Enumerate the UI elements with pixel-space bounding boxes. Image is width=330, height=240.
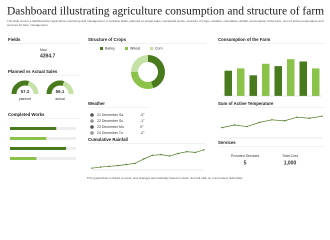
panel-title: Weather (88, 101, 105, 106)
donut-slice (148, 55, 166, 89)
point (321, 115, 323, 117)
point (194, 151, 197, 154)
point (186, 150, 188, 153)
bar (237, 68, 245, 96)
service-label: Provided Services (231, 154, 259, 158)
title: Dashboard illustrating agriculture consu… (7, 6, 324, 18)
point (271, 119, 273, 121)
panel-title: Services (218, 140, 236, 145)
point (142, 158, 145, 160)
legend-label: Wheat (130, 47, 140, 51)
donut-slice (131, 55, 148, 72)
temperature-line (221, 115, 323, 128)
weather-icon (90, 113, 94, 117)
point (168, 155, 171, 157)
bar (299, 61, 307, 96)
panel-title: Planned vs Actual Sales (8, 69, 58, 74)
service-value: 5 (244, 160, 247, 166)
weather-date: 23 December Mo (97, 125, 124, 129)
point (246, 125, 248, 128)
work-bar (10, 157, 37, 160)
point (233, 124, 236, 126)
legend-swatch (125, 47, 128, 50)
panel-title: Cumulative Rainfall (88, 137, 128, 142)
weather-icon (90, 119, 94, 123)
point (91, 167, 93, 169)
work-track (10, 157, 76, 160)
dashboard: Dashboard illustrating agriculture consu… (7, 6, 324, 180)
panel-title: Fields (8, 37, 21, 42)
gauge-arc (11, 80, 30, 95)
donut-slice (131, 72, 154, 89)
point (125, 163, 128, 166)
bar (262, 63, 270, 96)
point (99, 166, 102, 168)
service-label: Total Cost (282, 154, 298, 158)
work-bar (10, 147, 67, 150)
panel-title: Completed Works (8, 112, 45, 117)
point (151, 154, 154, 157)
point (134, 162, 136, 165)
service-value: 1,000 (284, 160, 297, 166)
gauge-value: 56.1 (56, 89, 65, 94)
weather-icon (90, 131, 94, 135)
point (177, 152, 179, 155)
weather-date: 21 December Sa (97, 113, 123, 117)
bar (287, 59, 295, 96)
panel-title: Sum of Active Temperature (218, 101, 274, 106)
legend-label: Barley (105, 47, 115, 51)
rainfall-line (91, 149, 205, 169)
bar (274, 66, 282, 96)
gauge-value: 57.2 (21, 89, 30, 94)
gauge-label: planned (19, 97, 32, 101)
weather-date: 22 December Su (97, 119, 123, 123)
point (296, 116, 298, 118)
subtitle: The slide covers a dashboard for agricul… (7, 20, 324, 27)
footer: This graph/chart is linked to excel, and… (86, 176, 244, 180)
gauge-label: actual (55, 97, 65, 101)
panel-title: Consumption of the Farm (218, 37, 270, 42)
work-bar (10, 137, 47, 140)
field-value: 4394.7 (40, 53, 56, 59)
point (258, 121, 261, 124)
field-label: Max (40, 48, 47, 52)
weather-temp: -1° (140, 119, 145, 123)
point (160, 153, 162, 156)
point (221, 126, 223, 129)
point (108, 165, 110, 168)
weather-temp: 0° (140, 125, 144, 129)
bar (312, 68, 320, 96)
weather-temp: -3° (140, 113, 145, 117)
bar (224, 70, 232, 96)
work-bar (10, 127, 57, 130)
legend-label: Corn (155, 47, 163, 51)
subtitle-box: The slide covers a dashboard for agricul… (7, 20, 324, 27)
weather-temp: -2° (140, 131, 145, 135)
footer-box: This graph/chart is linked to excel, and… (86, 176, 244, 180)
weather-icon (90, 125, 94, 129)
weather-date: 24 December Tu (97, 131, 123, 135)
point (117, 164, 119, 167)
page: Dashboard illustrating agriculture consu… (7, 5, 325, 180)
legend-swatch (150, 47, 153, 50)
legend-swatch (100, 47, 103, 50)
point (203, 149, 205, 151)
point (308, 117, 311, 119)
panel-title: Structure of Crops (88, 37, 127, 42)
point (283, 120, 286, 122)
gauge-arc (46, 80, 65, 95)
bar (249, 75, 257, 96)
